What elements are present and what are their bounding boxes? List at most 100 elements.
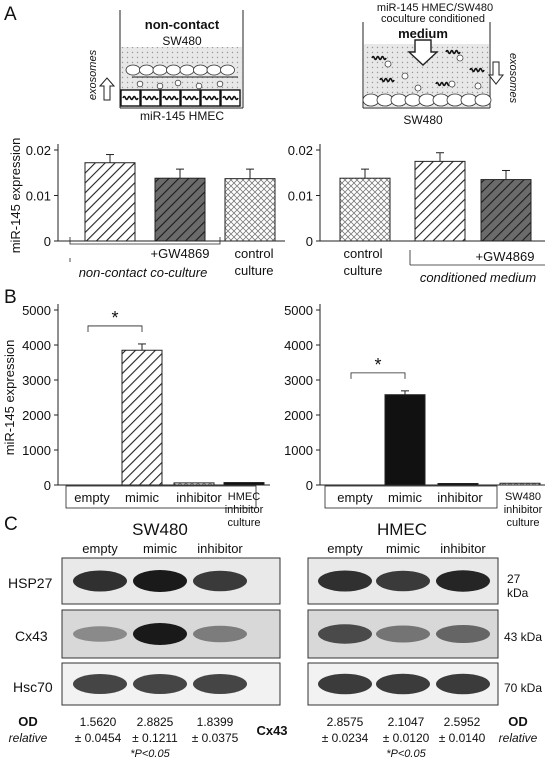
blot-right-lane-mimic: mimic bbox=[386, 541, 420, 556]
lane-label-b2-culture-2: inhibitor bbox=[504, 504, 543, 516]
y-tick-label: 0 bbox=[306, 478, 313, 493]
sd-right-empty: ± 0.0234 bbox=[322, 731, 369, 745]
sw480-cell-layer bbox=[125, 64, 235, 76]
bar bbox=[339, 177, 391, 242]
bar bbox=[414, 160, 466, 242]
blot-band bbox=[318, 624, 372, 644]
gw4869-label-right: +GW4869 bbox=[476, 249, 535, 264]
panel-label-c: C bbox=[4, 514, 18, 535]
bar bbox=[121, 349, 163, 486]
sw480-cell bbox=[152, 64, 168, 76]
sd-right-mimic: ± 0.0120 bbox=[383, 731, 430, 745]
protein-label-hsp27: HSP27 bbox=[8, 575, 53, 591]
group-label-conditioned: conditioned medium bbox=[420, 270, 537, 285]
gw4869-label-left: +GW4869 bbox=[151, 246, 210, 261]
chart-b-right: 0 1000 2000 3000 4000 5000 * bbox=[284, 303, 545, 493]
lane-label-b1-inhibitor: inhibitor bbox=[176, 490, 222, 505]
blot-right-lane-empty: empty bbox=[327, 541, 363, 556]
panel-label-b: B bbox=[4, 287, 17, 308]
mirna-strand bbox=[162, 95, 179, 101]
arrow-up-icon bbox=[98, 77, 116, 101]
protein-label-hsc70: Hsc70 bbox=[13, 679, 53, 695]
blot-band bbox=[436, 625, 490, 643]
blot-band bbox=[193, 570, 247, 592]
blot-band bbox=[436, 673, 490, 695]
sw480-cell bbox=[193, 64, 208, 76]
panel-a-left-labels: +GW4869 non-contact co-culture control c… bbox=[69, 237, 274, 280]
od-right-inhibitor: 2.5952 bbox=[444, 715, 481, 729]
relative-label-right: relative bbox=[499, 731, 538, 745]
blot-title-sw480: SW480 bbox=[132, 520, 188, 539]
lane-label-b2-empty: empty bbox=[337, 490, 373, 505]
od-label-left: OD bbox=[18, 714, 38, 729]
control-label-left-2: culture bbox=[234, 263, 273, 278]
sw480-cell bbox=[220, 64, 235, 76]
y-tick-label: 2000 bbox=[284, 408, 313, 423]
y-tick-label: 4000 bbox=[22, 338, 51, 353]
panel-a-right-labels: control culture +GW4869 conditioned medi… bbox=[343, 246, 545, 285]
exosomes-label-right: exosomes bbox=[507, 53, 519, 104]
schematic-right-title-3: medium bbox=[398, 26, 448, 41]
od-right-empty: 2.8575 bbox=[327, 715, 364, 729]
blot-left-lane-empty: empty bbox=[82, 541, 118, 556]
schematic-conditioned-medium: miR-145 HMEC/SW480 coculture conditioned… bbox=[362, 2, 519, 127]
blot-right-lane-inhibitor: inhibitor bbox=[440, 541, 486, 556]
mirna-strand bbox=[202, 95, 219, 101]
lane-label-b2-mimic: mimic bbox=[388, 490, 422, 505]
sw480-cell bbox=[206, 64, 222, 76]
size-label-43: 43 kDa bbox=[504, 630, 542, 644]
relative-label-left: relative bbox=[9, 731, 48, 745]
center-label-cx43: Cx43 bbox=[256, 723, 287, 738]
sw480-cell bbox=[125, 64, 141, 76]
lane-label-b2-culture-3: culture bbox=[506, 517, 539, 529]
lane-label-b1-culture-1: HMEC bbox=[228, 491, 260, 503]
significance-star: * bbox=[374, 355, 381, 375]
mirna-strand bbox=[122, 95, 139, 101]
mirna-strand bbox=[182, 95, 199, 101]
blot-band bbox=[73, 674, 127, 694]
od-left-empty: 1.5620 bbox=[80, 715, 117, 729]
bar bbox=[384, 394, 426, 486]
mirna-strand bbox=[445, 49, 461, 55]
blot-band bbox=[318, 570, 372, 592]
exosome bbox=[384, 60, 392, 68]
panel-b-left-labels: empty mimic inhibitor HMEC inhibitor cul… bbox=[65, 485, 264, 529]
sd-left-mimic: ± 0.1211 bbox=[132, 731, 178, 745]
blot-left-lane-mimic: mimic bbox=[143, 541, 177, 556]
lane-label-b2-culture-1: SW480 bbox=[505, 491, 541, 503]
schematic-non-contact: non-contact SW480 miR-145 HMEC exosomes bbox=[87, 10, 244, 123]
exosome bbox=[216, 80, 224, 88]
blot-band bbox=[376, 625, 430, 643]
pvalue-left: *P<0.05 bbox=[130, 748, 170, 760]
lane-label-b1-empty: empty bbox=[74, 490, 110, 505]
bar bbox=[154, 177, 206, 242]
y-tick-label: 5000 bbox=[284, 303, 313, 318]
protein-label-cx43: Cx43 bbox=[15, 628, 48, 644]
blot-band bbox=[318, 673, 372, 695]
sw480-cell bbox=[474, 93, 492, 107]
control-label-right-2: culture bbox=[343, 263, 382, 278]
sw480-cell bbox=[166, 64, 181, 76]
lane-label-b1-culture-3: culture bbox=[227, 517, 260, 529]
exosome bbox=[456, 54, 464, 62]
blot-band bbox=[73, 570, 127, 592]
bar bbox=[499, 482, 541, 486]
y-tick-label: 0.02 bbox=[26, 143, 51, 158]
blot-band bbox=[133, 570, 187, 592]
exosome bbox=[195, 82, 203, 90]
chart-a-right: 0 0.01 0.02 bbox=[288, 143, 545, 249]
y-tick-label: 1000 bbox=[22, 443, 51, 458]
blot-band bbox=[133, 623, 187, 645]
schematic-right-bottom-cell: SW480 bbox=[403, 113, 443, 127]
size-label-70: 70 kDa bbox=[504, 681, 542, 695]
bar bbox=[84, 162, 136, 242]
significance-star: * bbox=[111, 308, 118, 328]
bar bbox=[437, 483, 479, 486]
y-tick-label: 4000 bbox=[284, 338, 313, 353]
lane-label-b1-culture-2: inhibitor bbox=[225, 504, 264, 516]
schematic-left-title: non-contact bbox=[145, 17, 220, 32]
bar bbox=[223, 482, 265, 486]
exosome bbox=[414, 84, 422, 92]
